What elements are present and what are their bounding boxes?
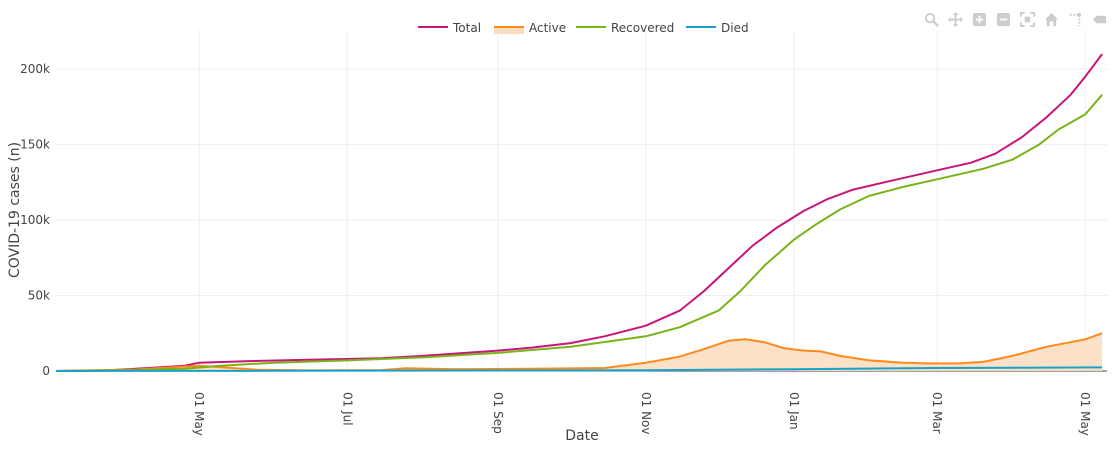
legend-label: Recovered [611, 21, 674, 35]
y-axis-ticks: 0 50k 100k 150k 200k [20, 62, 50, 378]
zoom-button[interactable] [922, 10, 940, 28]
y-tick-label: 0 [42, 364, 50, 378]
x-tick-label: 01 May [192, 392, 206, 436]
autoscale-button[interactable] [1018, 10, 1036, 28]
legend-item-died[interactable]: Died [686, 21, 749, 35]
zoom-out-icon [996, 12, 1010, 26]
legend-label: Active [529, 21, 566, 35]
x-tick-label: 01 Mar [930, 392, 944, 434]
y-axis-title: COVID-19 cases (n) [7, 142, 23, 278]
modebar-toolbar [922, 10, 1108, 28]
series-line-active[interactable] [55, 332, 1103, 372]
series-lines [55, 53, 1103, 372]
zoom-in-icon [972, 12, 986, 26]
x-tick-label: 01 Jan [787, 392, 801, 430]
y-tick-label: 200k [20, 62, 50, 76]
series-area-active [56, 333, 1103, 371]
zoom-icon [924, 12, 939, 27]
x-tick-label: 01 Sep [491, 392, 505, 434]
y-tick-label: 150k [20, 138, 50, 152]
legend-item-active[interactable]: Active [494, 21, 566, 35]
home-icon [1044, 12, 1058, 26]
y-tick-label: 50k [28, 289, 50, 303]
legend-swatch-fill [494, 26, 524, 34]
reset-axes-button[interactable] [1042, 10, 1060, 28]
grid [56, 30, 1107, 374]
x-tick-label: 01 May [1078, 392, 1092, 436]
y-tick-label: 100k [20, 213, 50, 227]
legend-item-total[interactable]: Total [418, 21, 481, 35]
x-axis-title: Date [565, 428, 598, 444]
x-axis-ticks: 01 May 01 Jul 01 Sep 01 Nov 01 Jan 01 Mar 01 M… [192, 392, 1092, 436]
pan-icon [947, 11, 963, 27]
autoscale-icon [1019, 11, 1035, 27]
zoom-out-button[interactable] [994, 10, 1012, 28]
series-line-recovered[interactable] [55, 94, 1103, 372]
spike-lines-button[interactable] [1066, 10, 1084, 28]
legend-label: Died [721, 21, 749, 35]
legend[interactable]: Total Active Recovered Died [418, 21, 749, 35]
spike-lines-icon [1069, 12, 1081, 26]
legend-label: Total [452, 21, 481, 35]
area-fills [56, 333, 1103, 371]
legend-item-recovered[interactable]: Recovered [576, 21, 674, 35]
x-tick-label: 01 Jul [340, 392, 354, 426]
hover-closest-icon [1092, 15, 1106, 23]
zoom-in-button[interactable] [970, 10, 988, 28]
hover-closest-button[interactable] [1090, 10, 1108, 28]
series-line-total[interactable] [55, 53, 1103, 372]
x-tick-label: 01 Nov [639, 392, 653, 435]
pan-button[interactable] [946, 10, 964, 28]
series-line-died[interactable] [55, 366, 1103, 372]
